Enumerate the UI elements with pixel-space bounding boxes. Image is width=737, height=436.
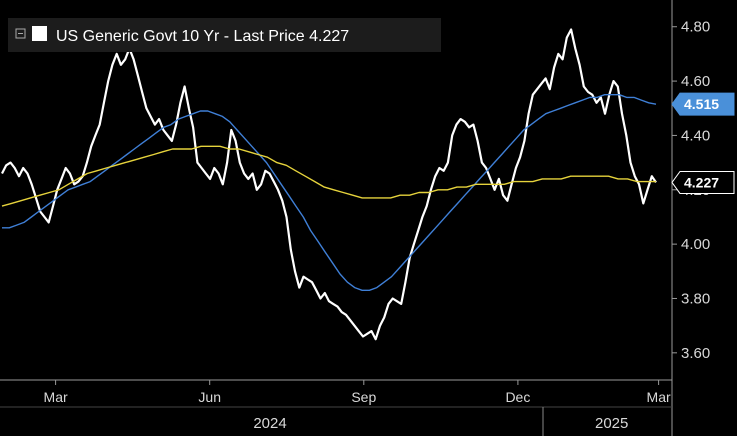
- x-axis: Mar Jun Sep Dec Mar 2024 2025: [44, 380, 671, 432]
- y-tick-label: 3.60: [681, 345, 710, 362]
- series-line-ma-yellow: [1, 145, 656, 207]
- x-tick-label: Mar: [44, 389, 68, 405]
- series-layer: [1, 28, 657, 341]
- price-tag-shape: [671, 92, 735, 116]
- x-tick-label: Sep: [351, 389, 376, 405]
- y-tick-label: 4.80: [681, 19, 710, 36]
- x-tick-label: Mar: [647, 389, 671, 405]
- legend-toggle-icon[interactable]: [15, 28, 26, 39]
- price-tag-label: 4.515: [684, 96, 719, 112]
- legend-box: [8, 18, 441, 52]
- x-tick-label: Dec: [505, 389, 530, 405]
- year-label: 2024: [253, 415, 286, 432]
- y-tick-label: 3.80: [681, 290, 710, 307]
- x-tick-label: Jun: [198, 389, 221, 405]
- y-tick-label: 4.00: [681, 236, 710, 253]
- year-label: 2025: [595, 415, 628, 432]
- legend-swatch: [32, 26, 47, 41]
- price-tag-4.227: 4.227: [671, 170, 735, 194]
- plot-frame: [0, 0, 673, 436]
- price-tag-4.515: 4.515: [671, 92, 735, 116]
- price-tag-label: 4.227: [684, 174, 719, 190]
- y-tick-label: 4.60: [681, 73, 710, 90]
- legend-label: US Generic Govt 10 Yr - Last Price 4.227: [56, 28, 349, 45]
- y-tick-label: 4.40: [681, 127, 710, 144]
- y-axis: 4.804.604.404.204.003.803.60: [672, 19, 710, 362]
- legend[interactable]: US Generic Govt 10 Yr - Last Price 4.227: [8, 18, 441, 52]
- price-tags: 4.515 4.227: [671, 92, 735, 194]
- price-tag-shape: [671, 170, 735, 194]
- series-line-price: [1, 28, 657, 341]
